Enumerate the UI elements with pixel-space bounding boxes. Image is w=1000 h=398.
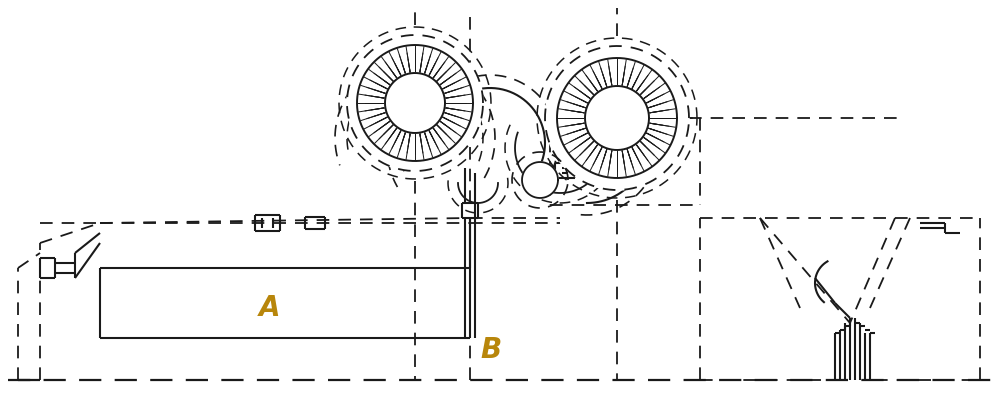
- Polygon shape: [522, 162, 558, 198]
- Polygon shape: [347, 35, 483, 171]
- Polygon shape: [385, 73, 445, 133]
- Text: A: A: [259, 294, 281, 322]
- Polygon shape: [545, 46, 689, 190]
- Polygon shape: [585, 86, 649, 150]
- Text: B: B: [480, 336, 501, 364]
